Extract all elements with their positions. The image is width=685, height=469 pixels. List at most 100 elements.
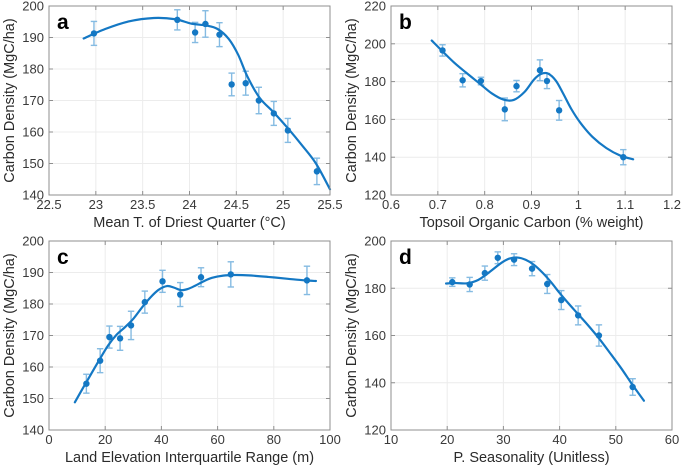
panel-letter: a [57,11,69,34]
x-tick-label: 1.1 [616,197,634,212]
x-tick-label: 23 [89,197,103,212]
panel-letter: c [57,246,69,269]
data-point-marker [270,110,277,117]
data-point-marker [629,383,636,391]
data-point-marker [83,380,90,387]
data-point-marker [439,47,446,54]
y-axis-label: Carbon Density (MgC/ha) [344,253,360,417]
x-tick-label: 0.9 [522,197,540,212]
data-point-marker [303,277,311,284]
x-axis-label: Topsoil Organic Carbon (% weight) [419,215,643,231]
data-point-marker [543,77,551,85]
data-point-marker [202,20,209,28]
data-point-marker [174,16,181,24]
data-point-marker [313,168,321,175]
trend-curve [82,16,332,191]
x-tick-label: 24 [182,197,196,212]
x-tick-label: 50 [609,432,623,447]
data-point-marker [459,77,466,84]
x-tick-label: 10 [384,432,398,447]
y-tick-label: 160 [22,360,44,375]
trend-curve [430,39,635,161]
data-point-marker [501,106,509,113]
x-axis-label: P. Seasonality (Unitless) [453,450,609,466]
y-tick-label: 180 [22,297,44,312]
y-tick-label: 190 [22,30,44,45]
data-point-marker [197,274,205,281]
data-point-marker [574,312,582,319]
x-tick-label: 0 [45,432,52,447]
data-point-marker [116,335,124,342]
data-point-marker [558,296,565,304]
x-tick-label: 40 [154,432,168,447]
panel-b-chart: 0.6 0.7 0.8 0.9 1 1.1 1.2 120 140 160 180 200 220 Top… [344,0,681,231]
y-tick-label: 170 [22,328,44,343]
y-axis-label: Carbon Density (MgC/ha) [2,253,18,417]
data-point-marker [228,81,235,88]
data-point-marker [191,29,199,36]
y-axis-label: Carbon Density (MgC/ha) [2,18,18,182]
data-point-marker [494,254,501,261]
y-tick-label: 200 [22,235,44,249]
y-tick-label: 140 [22,188,44,203]
data-point-marker [536,67,544,74]
x-tick-label: 80 [267,432,281,447]
data-point-marker [227,271,235,278]
data-point-marker [127,322,135,329]
panel-letter: b [399,11,412,34]
x-tick-label: 40 [552,432,566,447]
y-tick-label: 120 [364,423,386,438]
data-point-marker [449,278,456,286]
x-tick-label: 0.7 [429,197,447,212]
data-point-marker [481,269,489,277]
y-tick-label: 190 [22,265,44,280]
data-point-marker [477,77,485,85]
x-tick-label: 0.8 [476,197,494,212]
y-tick-label: 170 [22,93,44,108]
x-tick-label: 23.5 [130,197,155,212]
data-point-marker [513,82,520,90]
x-tick-label: 20 [98,432,112,447]
y-tick-label: 160 [364,328,386,343]
y-tick-label: 220 [364,0,386,14]
y-tick-label: 150 [22,156,44,171]
y-tick-label: 200 [364,36,386,51]
x-tick-label: 22.5 [36,197,61,212]
panel-c-chart: 0 20 40 60 80 100 140 150 160 170 180 190 200 Land El… [2,235,341,466]
trend-curve [73,273,318,404]
data-point-marker [159,278,166,285]
y-tick-label: 160 [364,112,386,127]
y-tick-label: 180 [22,62,44,77]
x-tick-label: 60 [210,432,224,447]
panel-a-chart: 22.5 23 23.5 24 24.5 25 25.5 140 150 160 170 180 190… [2,0,342,231]
data-point-marker [466,281,473,288]
data-point-marker [242,79,249,87]
x-tick-label: 30 [496,432,510,447]
data-point-marker [555,107,563,114]
data-point-marker [510,256,518,263]
x-tick-label: 0.6 [382,197,400,212]
y-tick-label: 120 [364,188,386,203]
y-axis-label: Carbon Density (MgC/ha) [344,18,360,182]
data-point-marker [528,265,536,272]
data-point-marker [544,280,551,288]
x-tick-label: 24.5 [224,197,249,212]
data-point-marker [595,332,603,339]
y-tick-label: 180 [364,281,386,296]
data-point-marker [177,291,184,298]
x-tick-label: 1.2 [663,197,681,212]
x-tick-label: 20 [440,432,454,447]
y-tick-label: 140 [364,375,386,390]
panel-letter: d [399,246,412,269]
data-point-marker [620,154,627,161]
x-tick-label: 100 [319,432,341,447]
data-point-marker [96,357,104,364]
y-tick-label: 160 [22,125,44,140]
y-tick-label: 200 [364,235,386,249]
x-tick-label: 25 [276,197,290,212]
x-tick-label: 60 [665,432,679,447]
x-tick-label: 1 [575,197,582,212]
x-axis-label: Land Elevation Interquartile Range (m) [65,450,314,466]
data-point-marker [284,127,292,134]
